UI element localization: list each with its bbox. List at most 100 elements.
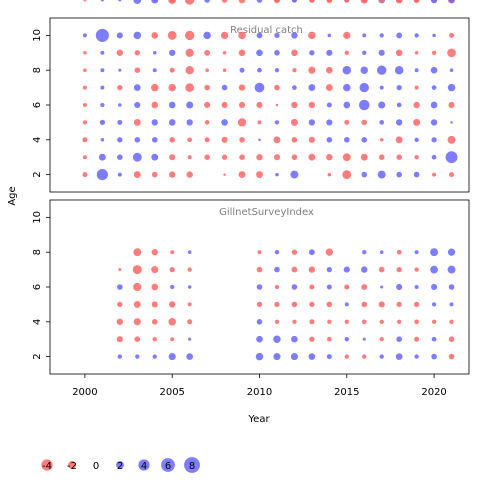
residual-bubble: [327, 172, 332, 177]
residual-bubble: [396, 84, 402, 91]
residual-bubble: [256, 335, 263, 343]
residual-bubble: [308, 153, 316, 161]
legend-label: 8: [189, 461, 195, 472]
residual-bubble: [447, 135, 456, 144]
residual-bubble: [396, 301, 402, 308]
residual-bubble: [344, 0, 350, 3]
residual-bubble: [187, 319, 193, 325]
residual-bubble: [238, 84, 246, 91]
residual-bubble: [151, 301, 158, 308]
residual-bubble: [342, 170, 352, 180]
residual-bubble: [274, 319, 280, 324]
residual-bubble: [413, 171, 420, 178]
residual-bubble: [361, 319, 367, 325]
residual-bubble: [274, 250, 280, 255]
residual-bubble: [309, 50, 315, 56]
panel-1: Residual catch 2 4 6 8 10: [32, 0, 470, 193]
residual-bubble: [360, 153, 368, 161]
residual-bubble: [100, 50, 105, 55]
residual-bubble: [431, 137, 437, 143]
residual-bubble: [237, 118, 247, 127]
residual-bubble: [118, 68, 122, 72]
residual-bubble: [151, 32, 159, 39]
residual-bubble: [378, 0, 385, 3]
residual-bubble: [273, 335, 281, 343]
residual-bubble: [257, 67, 262, 73]
legend-bubble: [116, 461, 124, 469]
x-tick-label: 2015: [334, 387, 359, 398]
legend-item: 6: [161, 458, 175, 472]
residual-bubble: [116, 32, 123, 39]
residual-bubble: [95, 28, 109, 42]
residual-bubble: [379, 354, 384, 359]
residual-bubble: [223, 173, 226, 176]
residual-bubble: [134, 101, 141, 109]
y-tick-label: 4: [32, 137, 43, 143]
residual-bubble: [274, 266, 280, 273]
residual-bubble: [152, 51, 157, 55]
residual-bubble: [134, 336, 141, 343]
residual-bubble: [414, 51, 419, 55]
residual-bubble: [151, 171, 158, 178]
legend-item: 0: [93, 461, 99, 472]
residual-bubble: [343, 266, 350, 273]
residual-bubble: [447, 248, 456, 256]
residual-bubble: [133, 84, 141, 91]
residual-bubble: [343, 137, 350, 143]
y-tick-label: 2: [32, 171, 43, 177]
y-tick-label: 6: [32, 102, 43, 108]
residual-bubble: [117, 154, 123, 160]
residual-bubble: [151, 101, 159, 109]
residual-bubble: [257, 250, 262, 255]
residual-bubble: [308, 136, 315, 143]
residual-bubble: [117, 354, 123, 359]
legend-bubble: [138, 459, 150, 471]
residual-bubble: [170, 250, 175, 255]
residual-bubble: [309, 319, 315, 325]
residual-bubble: [256, 171, 263, 179]
residual-bubble: [221, 154, 228, 160]
residual-bubble: [222, 51, 227, 55]
residual-bubble: [150, 83, 159, 92]
residual-bubble: [169, 49, 176, 56]
residual-bubble: [414, 68, 419, 73]
residual-bubble: [239, 67, 245, 73]
residual-bubble: [185, 83, 195, 92]
residual-bubble: [379, 138, 384, 142]
residual-bubble: [291, 284, 298, 290]
x-tick-label: 2005: [159, 387, 184, 398]
residual-bubble: [239, 154, 245, 160]
residual-bubble: [187, 155, 192, 160]
residual-bubble: [414, 33, 419, 38]
residual-bubble: [430, 66, 438, 74]
residual-bubble: [168, 353, 176, 361]
residual-bubble: [309, 336, 315, 342]
residual-bubble: [256, 101, 263, 109]
residual-bubble: [221, 136, 228, 143]
residual-bubble: [326, 119, 333, 126]
residual-bubble: [432, 172, 437, 177]
residual-bubble: [309, 284, 315, 290]
residual-bubble: [342, 65, 352, 75]
residual-bubble: [396, 283, 403, 291]
residual-bubble: [344, 354, 349, 359]
residual-bubble: [83, 68, 87, 72]
legend-label: -2: [67, 461, 77, 472]
residual-bubble: [133, 0, 142, 4]
residual-bubble: [413, 118, 421, 126]
residual-bubble: [100, 138, 105, 142]
residual-bubble: [274, 84, 280, 91]
y-tick-label: 2: [32, 353, 43, 359]
residual-bubble: [326, 154, 333, 161]
residual-bubble: [396, 102, 402, 108]
legend-item: 2: [116, 461, 124, 472]
residual-bubble: [448, 0, 455, 3]
residual-bubble: [186, 101, 194, 109]
residual-bubble: [292, 319, 297, 324]
residual-bubble: [379, 250, 384, 254]
legend-label: 2: [117, 461, 123, 472]
residual-bubble: [185, 66, 194, 75]
residual-bubble: [343, 83, 351, 92]
residual-bubble: [256, 154, 263, 161]
residual-bubble: [291, 335, 298, 343]
